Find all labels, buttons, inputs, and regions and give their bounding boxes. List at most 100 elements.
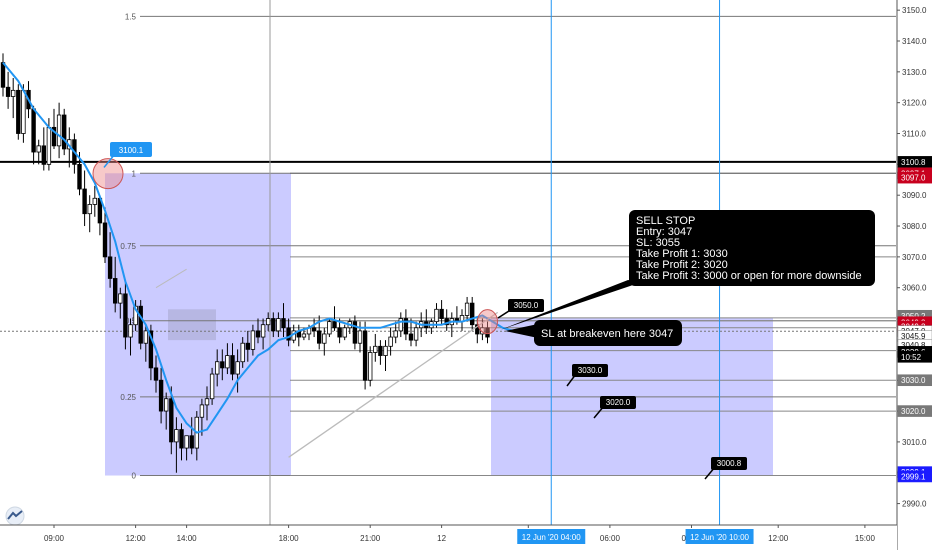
fib-label: 0 (132, 472, 137, 481)
candle-body (107, 256, 113, 279)
price-tick-label: 3060.0 (902, 284, 927, 293)
candle-body (118, 293, 123, 304)
candle-body (301, 333, 307, 338)
time-tick-label: 14:00 (177, 534, 198, 543)
candle-body (322, 333, 327, 344)
fib-label: 1 (132, 169, 137, 178)
sell-callout-line: Take Profit 3: 3000 or open for more dow… (636, 270, 862, 282)
candle-body (77, 163, 82, 190)
price-tag (897, 171, 932, 184)
sell-callout-line: SELL STOP (636, 215, 695, 227)
candle-body (56, 114, 62, 147)
retrace-box (168, 309, 216, 341)
sell-callout-box (629, 210, 875, 286)
price-axis-bg (897, 0, 932, 550)
candle-body (464, 302, 470, 316)
candle-body (373, 345, 378, 353)
candle-body (276, 318, 281, 332)
candle-body (316, 330, 322, 344)
candle-body (5, 86, 11, 97)
sell-callout-line: SL: 3055 (636, 237, 680, 249)
entry-circle (477, 309, 498, 335)
candle-body (153, 367, 159, 381)
candle-body (0, 62, 6, 88)
price-tag (897, 156, 932, 168)
candle-body (148, 330, 154, 369)
sl-callout-box (534, 320, 682, 346)
candle-body (393, 330, 398, 338)
time-axis[interactable]: 09:0012:0014:0018:0021:001203:0006:0009:… (0, 524, 897, 550)
candle-body (260, 324, 266, 338)
entry-label-box (508, 299, 544, 312)
ema-line (2, 61, 514, 434)
candle-body (255, 330, 261, 338)
price-tick-label: 3120.0 (902, 99, 927, 108)
candle-body (36, 145, 41, 153)
trend-line (288, 311, 499, 458)
candle-body (388, 336, 393, 347)
candle-body (408, 333, 414, 341)
time-tick-label: 12:00 (126, 534, 147, 543)
time-tick-label: 12:00 (768, 534, 789, 543)
tp1-label-box (572, 364, 608, 377)
candle-body (413, 327, 419, 341)
price-tag-text: 3097.0 (901, 174, 926, 183)
candle-body (352, 321, 358, 344)
time-tick-label: 18:00 (279, 534, 300, 543)
sell-callout-line: Take Profit 2: 3020 (636, 259, 728, 271)
price-tick-label: 3090.0 (902, 191, 927, 200)
candle-body (235, 361, 240, 375)
candle-body (286, 327, 291, 341)
price-tag-text: 3020.0 (901, 407, 926, 416)
crosshair-time-box (685, 529, 754, 544)
time-tick-label: 06:00 (600, 534, 621, 543)
price-tag (897, 470, 932, 483)
horizontal-lines (0, 15, 896, 477)
candle-body (87, 204, 92, 215)
candle-body (357, 330, 363, 344)
candle-body (398, 318, 403, 332)
time-tick-label: 09:00 (44, 534, 65, 543)
price-axis[interactable]: 2990.03000.03010.03020.03030.03040.03050… (896, 0, 932, 550)
time-tick-label: 21:00 (360, 534, 381, 543)
candle-body (214, 361, 220, 375)
candle-body (163, 398, 169, 412)
candle-body (383, 345, 388, 356)
fib-label: 0.25 (120, 393, 136, 402)
candle-body (332, 321, 337, 329)
ema-line (2, 61, 514, 434)
price-tag (897, 350, 932, 363)
candle-body (138, 305, 143, 344)
candle-body (21, 89, 26, 134)
price-tick-label: 3140.0 (902, 37, 927, 46)
candle-body (174, 429, 179, 443)
candle-body (10, 89, 16, 97)
candle-body (51, 126, 57, 147)
candle-body (271, 318, 276, 332)
tp2-label-text: 3020.0 (606, 398, 631, 407)
candle-body (199, 404, 205, 418)
price-tick-label: 3080.0 (902, 222, 927, 231)
price-tick-label: 2990.0 (902, 500, 927, 509)
candle-body (367, 352, 373, 381)
candle-body (485, 327, 490, 338)
candle-body (250, 330, 256, 350)
candle-body (41, 145, 46, 165)
tp1-label-text: 3030.0 (578, 366, 603, 375)
entry-label-text: 3050.0 (514, 301, 539, 310)
fib-label: 1.5 (125, 12, 137, 21)
time-tick-label: 12 (437, 534, 446, 543)
callout-pointer (500, 280, 642, 330)
candle-body (31, 108, 36, 153)
candle-body (179, 429, 184, 449)
price-tag-text: 2999.1 (901, 472, 926, 481)
price-tick-label: 3010.0 (902, 438, 927, 447)
candle-body (92, 197, 97, 205)
candle-body (209, 373, 215, 400)
candle-body (113, 278, 118, 304)
candle-body (204, 398, 210, 406)
candle-body (158, 379, 164, 412)
candle-body (16, 89, 21, 134)
